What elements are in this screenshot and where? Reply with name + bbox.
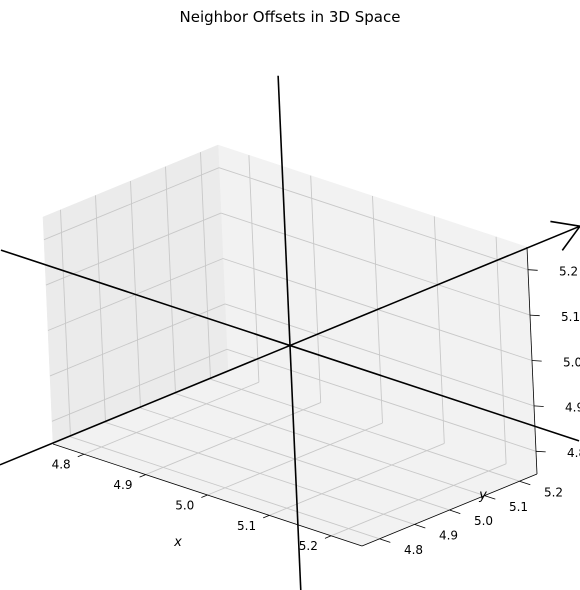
y-tick-label: 4.9 [439,529,458,543]
z-tick-mark [528,270,538,271]
z-tick-label: 5.2 [559,265,578,279]
y-tick-label: 5.0 [474,514,493,528]
x-tick-label: 4.8 [52,458,71,472]
y-tick-mark [450,510,461,514]
x-tick-mark [263,515,269,518]
x-tick-mark [78,454,84,457]
x-axis-label: x [173,535,182,550]
z-tick-label: 5.0 [563,355,580,369]
x-tick-mark [201,495,207,498]
z-tick-label: 4.9 [565,401,580,415]
x-tick-mark [325,536,331,539]
chart-title: Neighbor Offsets in 3D Space [180,8,401,26]
x-tick-label: 4.9 [113,478,132,492]
y-tick-label: 5.1 [509,500,528,514]
x-tick-label: 5.0 [175,498,194,512]
y-tick-label: 5.2 [544,485,563,499]
z-tick-label: 4.8 [567,446,580,460]
z-tick-label: 5.1 [561,310,580,324]
y-tick-mark [520,481,531,485]
y-tick-label: 4.8 [404,543,423,557]
y-tick-mark [415,524,426,528]
x-tick-label: 5.1 [237,519,256,533]
y-tick-mark [380,539,391,543]
z-tick-mark [532,361,542,362]
y-axis-label: y [478,488,487,503]
z-tick-mark [534,406,544,407]
x-tick-mark [140,475,146,478]
z-tick-mark [530,315,540,316]
x-tick-label: 5.2 [299,539,318,553]
z-tick-mark [536,451,546,452]
